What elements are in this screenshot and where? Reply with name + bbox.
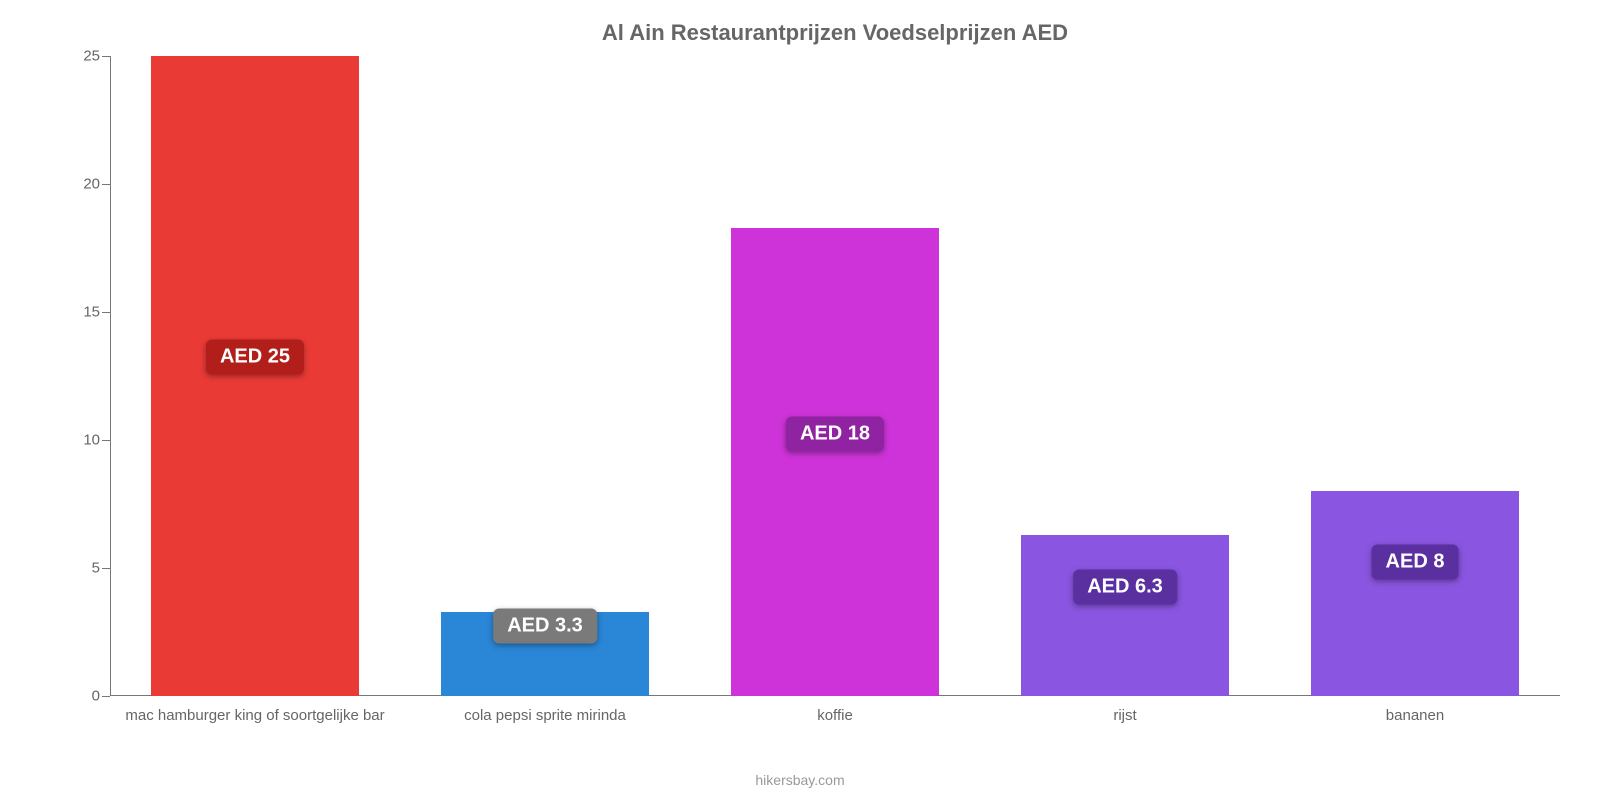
y-tick [102,56,110,57]
bar [151,56,360,696]
y-tick [102,312,110,313]
bar [1311,491,1520,696]
y-tick [102,568,110,569]
category-label: mac hamburger king of soortgelijke bar [125,707,384,724]
value-label: AED 8 [1372,544,1459,579]
y-tick-label: 20 [55,176,100,193]
credit-text: hikersbay.com [755,772,844,788]
value-label: AED 3.3 [493,608,597,643]
y-tick-label: 15 [55,304,100,321]
y-tick [102,440,110,441]
chart-title: Al Ain Restaurantprijzen Voedselprijzen … [110,20,1560,46]
category-label: cola pepsi sprite mirinda [464,707,626,724]
price-bar-chart: Al Ain Restaurantprijzen Voedselprijzen … [0,0,1600,800]
category-label: bananen [1386,707,1444,724]
y-tick-label: 10 [55,432,100,449]
bars-container: AED 25mac hamburger king of soortgelijke… [110,56,1560,696]
y-tick-label: 5 [55,560,100,577]
bar [731,228,940,696]
bar [1021,535,1230,696]
plot-area: AED 25mac hamburger king of soortgelijke… [110,56,1560,696]
value-label: AED 25 [206,339,304,374]
y-tick-label: 25 [55,48,100,65]
category-label: koffie [817,707,853,724]
value-label: AED 18 [786,416,884,451]
y-tick-label: 0 [55,688,100,705]
value-label: AED 6.3 [1073,570,1177,605]
y-tick [102,184,110,185]
y-tick [102,696,110,697]
category-label: rijst [1113,707,1136,724]
